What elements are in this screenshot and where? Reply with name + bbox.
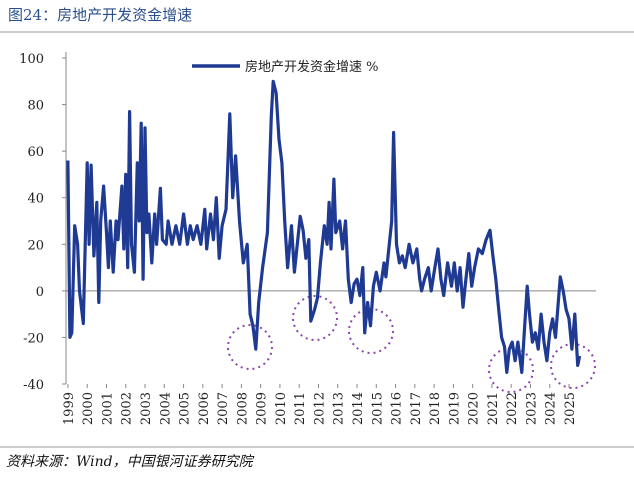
x-tick-label: 2007: [216, 392, 231, 425]
x-tick-label: 2009: [255, 392, 270, 425]
x-tick-label: 2022: [505, 392, 520, 425]
x-tick-label: 2012: [312, 392, 327, 425]
figure-title: 图24：房地产开发资金增速: [8, 6, 192, 24]
y-tick-label: -20: [23, 331, 44, 346]
x-tick-label: 2014: [351, 392, 366, 425]
y-tick-label: 0: [36, 285, 44, 300]
x-tick-label: 2023: [524, 392, 539, 425]
x-tick-label: 2024: [544, 392, 559, 425]
x-tick-label: 2025: [563, 392, 578, 425]
y-tick-label: 40: [27, 192, 44, 207]
x-tick-label: 2017: [409, 392, 424, 425]
y-tick-label: -40: [23, 378, 44, 393]
x-tick-label: 2020: [467, 392, 482, 425]
circle: [550, 343, 596, 389]
x-tick-label: 2008: [235, 392, 250, 425]
circle: [227, 324, 273, 370]
legend-label: 房地产开发资金增速 %: [245, 59, 379, 75]
x-tick-label: 2021: [486, 392, 501, 425]
x-tick-label: 2002: [120, 392, 135, 425]
x-tick-label: 2004: [158, 392, 173, 425]
x-tick-label: 2016: [390, 392, 405, 425]
y-tick-label: 60: [27, 145, 44, 160]
x-tick-label: 2006: [197, 392, 212, 425]
data-line: [66, 79, 582, 374]
y-tick-label: 20: [27, 238, 44, 253]
x-tick-label: 2001: [100, 392, 115, 425]
x-tick-label: 2018: [428, 392, 443, 425]
x-tick-label: 2010: [274, 392, 289, 425]
x-tick-label: 2019: [447, 392, 462, 425]
x-tick-label: 2013: [332, 392, 347, 425]
y-tick-label: 100: [19, 52, 44, 67]
circle: [292, 295, 338, 341]
x-tick-label: 2011: [293, 392, 308, 425]
y-tick-label: 80: [27, 99, 44, 114]
x-tick-label: 2015: [370, 392, 385, 425]
x-tick-label: 2005: [178, 392, 193, 425]
x-tick-label: 2003: [139, 392, 154, 425]
x-tick-label: 1999: [62, 392, 77, 425]
source: 资料来源：Wind，中国银河证券研究院: [6, 454, 255, 470]
x-tick-label: 2000: [81, 392, 96, 425]
